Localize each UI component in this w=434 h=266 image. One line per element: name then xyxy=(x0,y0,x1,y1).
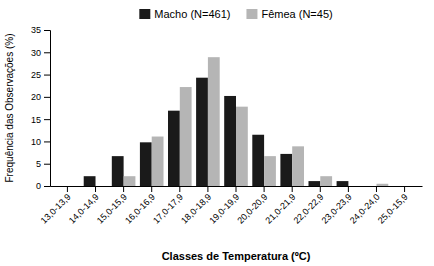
y-tick: 5 xyxy=(36,159,50,169)
bar-series xyxy=(124,57,389,186)
tick-mark xyxy=(292,186,293,192)
bar xyxy=(393,186,405,187)
tick-mark xyxy=(44,52,50,53)
tick-mark xyxy=(44,97,50,98)
bar xyxy=(252,135,264,186)
y-tick: 35 xyxy=(31,25,50,35)
legend-item: Macho (N=461) xyxy=(139,8,230,20)
y-axis-title: Frequência das Observações (%) xyxy=(4,34,15,183)
bar xyxy=(152,137,164,186)
tick-label: 20 xyxy=(31,92,41,102)
bar xyxy=(280,154,292,186)
bar xyxy=(236,107,248,186)
y-tick: 30 xyxy=(31,48,50,58)
tick-mark xyxy=(404,186,405,192)
bar xyxy=(96,186,108,187)
bar xyxy=(365,186,377,187)
y-tick: 25 xyxy=(31,70,50,80)
bar xyxy=(308,181,320,186)
legend-label: Fêmea (N=45) xyxy=(261,8,332,20)
x-tick: 25,0-15,9 xyxy=(376,186,410,226)
bar xyxy=(124,176,136,186)
axis-line xyxy=(44,31,51,187)
plot: 13,0-13,914,0-14,915,0-15,916,0-16,917,0… xyxy=(31,25,423,225)
bar xyxy=(405,186,417,187)
tick-label: 10 xyxy=(31,137,41,147)
bar xyxy=(348,186,360,187)
bar xyxy=(320,176,332,186)
tick-mark xyxy=(44,186,50,187)
tick-label: 5 xyxy=(36,159,41,169)
tick-label: 15 xyxy=(31,115,41,125)
legend-label: Macho (N=461) xyxy=(154,8,230,20)
tick-mark xyxy=(95,186,96,192)
bar xyxy=(224,96,236,186)
tick-label: 30 xyxy=(31,48,41,58)
bar xyxy=(84,176,96,186)
legend-swatch xyxy=(246,9,257,19)
bar xyxy=(196,78,208,186)
tick-mark xyxy=(44,119,50,120)
bar xyxy=(112,156,124,186)
tick-label: 25 xyxy=(31,70,41,80)
tick-mark xyxy=(376,186,377,192)
tick-mark xyxy=(264,186,265,192)
bar xyxy=(140,142,152,186)
tick-mark xyxy=(123,186,124,192)
tick-label: 25,0-15,9 xyxy=(376,192,410,226)
bar xyxy=(292,146,304,186)
bars xyxy=(84,57,389,186)
y-tick: 20 xyxy=(31,92,50,102)
y-tick: 10 xyxy=(31,137,50,147)
tick-label: 0 xyxy=(36,181,41,191)
x-axis: 13,0-13,914,0-14,915,0-15,916,0-16,917,0… xyxy=(39,186,423,226)
bar xyxy=(180,87,192,186)
tick-mark xyxy=(179,186,180,192)
tick-mark xyxy=(320,186,321,192)
tick-mark xyxy=(67,186,68,192)
legend-swatch xyxy=(139,9,150,19)
tick-mark xyxy=(151,186,152,192)
x-axis-title: Classes de Temperatura (ºC) xyxy=(162,250,311,262)
legend: Macho (N=461) Fêmea (N=45) xyxy=(139,8,332,20)
tick-mark xyxy=(348,186,349,192)
tick-mark xyxy=(44,75,50,76)
chart: 13,0-13,914,0-14,915,0-15,916,0-16,917,0… xyxy=(0,0,434,266)
tick-mark xyxy=(236,186,237,192)
tick-mark xyxy=(44,164,50,165)
bar xyxy=(168,111,180,186)
y-tick: 15 xyxy=(31,115,50,125)
tick-mark xyxy=(44,30,50,31)
bar xyxy=(337,181,349,186)
bar xyxy=(264,156,276,186)
legend-item: Fêmea (N=45) xyxy=(246,8,332,20)
y-axis: 0 5 10 15 20 25 30 35 xyxy=(31,25,51,191)
tick-mark xyxy=(44,141,50,142)
tick-mark xyxy=(207,186,208,192)
bar xyxy=(56,186,68,187)
bar xyxy=(376,184,388,186)
tick-label: 35 xyxy=(31,25,41,35)
bar xyxy=(67,186,79,187)
bar xyxy=(208,57,220,186)
y-tick: 0 xyxy=(36,181,50,191)
